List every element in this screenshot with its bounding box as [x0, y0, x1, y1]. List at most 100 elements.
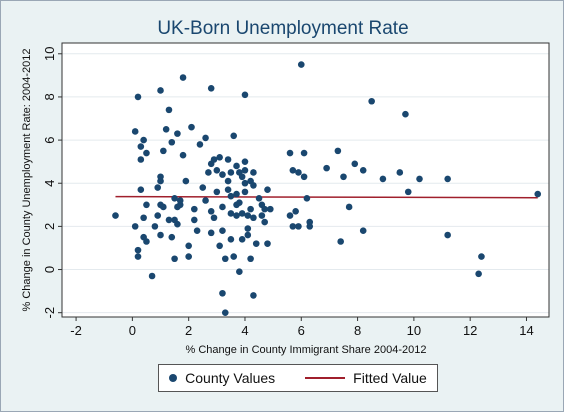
- county-point: [297, 61, 305, 68]
- county-point: [148, 272, 156, 280]
- county-point: [168, 138, 176, 146]
- county-point: [157, 173, 164, 181]
- county-point: [199, 184, 207, 191]
- county-point: [236, 199, 243, 206]
- county-point: [112, 212, 119, 219]
- points-layer: [112, 61, 542, 316]
- county-point: [337, 238, 344, 245]
- county-point: [238, 236, 246, 243]
- county-point: [244, 225, 252, 232]
- county-point: [191, 205, 198, 213]
- county-point: [230, 253, 238, 260]
- county-point: [210, 214, 218, 222]
- county-point: [134, 253, 142, 260]
- x-tick-label: 8: [354, 323, 361, 338]
- county-point: [205, 169, 212, 176]
- county-point: [303, 195, 311, 202]
- county-point: [221, 309, 229, 316]
- county-point: [289, 223, 297, 230]
- county-point: [478, 253, 485, 260]
- county-point: [404, 188, 412, 196]
- legend-label-fitted-value: Fitted Value: [353, 370, 427, 386]
- county-point: [267, 205, 274, 213]
- county-point: [210, 156, 218, 163]
- county-point: [306, 218, 314, 226]
- county-point: [143, 201, 150, 209]
- y-tick-label: 4: [42, 180, 57, 187]
- county-point: [230, 132, 238, 140]
- county-point: [241, 179, 249, 187]
- county-point: [241, 166, 249, 174]
- county-point: [250, 182, 257, 189]
- county-point: [323, 164, 330, 172]
- county-point: [154, 212, 162, 219]
- county-point: [165, 106, 173, 114]
- county-point: [345, 203, 353, 211]
- county-point: [252, 240, 260, 247]
- county-point: [295, 223, 302, 230]
- county-point: [289, 166, 297, 174]
- county-point: [227, 192, 235, 200]
- county-point: [224, 156, 232, 163]
- county-point: [241, 158, 249, 165]
- county-point: [300, 173, 308, 181]
- county-point: [219, 203, 226, 211]
- county-point: [241, 91, 249, 99]
- county-point: [286, 212, 294, 219]
- county-point: [247, 205, 254, 213]
- county-point: [258, 212, 266, 219]
- y-tick-label: 0: [42, 266, 57, 273]
- county-point: [213, 188, 221, 196]
- county-point: [221, 255, 229, 263]
- y-tick-label: -2: [42, 307, 57, 319]
- y-tick-label: 2: [42, 223, 57, 230]
- county-point: [233, 162, 240, 170]
- county-point: [207, 229, 215, 237]
- x-axis-label: % Change in County Immigrant Share 2004-…: [186, 344, 427, 356]
- county-point: [160, 203, 167, 211]
- plot-border: [61, 42, 550, 318]
- county-point: [162, 125, 170, 133]
- county-point: [224, 186, 232, 194]
- county-point: [182, 177, 190, 185]
- county-point: [300, 149, 308, 157]
- county-point: [168, 233, 176, 241]
- county-point: [227, 210, 235, 217]
- county-point: [174, 220, 181, 228]
- legend-marker-dot: [169, 374, 178, 382]
- county-point: [193, 227, 201, 235]
- county-point: [134, 246, 142, 254]
- chart-title: UK-Born Unemployment Rate: [157, 18, 408, 39]
- county-point: [295, 169, 302, 176]
- county-point: [292, 207, 299, 215]
- county-point: [227, 169, 235, 176]
- county-point: [207, 85, 215, 92]
- x-tick-label: 12: [463, 323, 477, 338]
- county-point: [416, 175, 423, 183]
- x-tick-label: 6: [298, 323, 305, 338]
- axes: -2 0 2 4 6 8 10 -2 0 2 4 6 8 10 12 14: [42, 42, 550, 338]
- legend-item-county-values: County Values: [169, 370, 275, 386]
- county-point: [131, 223, 139, 230]
- county-point: [264, 186, 271, 194]
- county-point: [359, 166, 367, 174]
- county-point: [233, 212, 240, 219]
- county-point: [179, 151, 187, 159]
- county-point: [351, 160, 359, 168]
- x-tick-label: -2: [70, 323, 82, 338]
- x-tick-label: 14: [519, 323, 533, 338]
- county-point: [185, 242, 192, 250]
- county-point: [171, 195, 178, 202]
- county-point: [236, 268, 243, 275]
- county-point: [241, 188, 249, 196]
- legend-item-fitted-value: Fitted Value: [305, 370, 427, 386]
- x-tick-label: 10: [407, 323, 421, 338]
- county-point: [207, 207, 215, 215]
- county-point: [202, 134, 209, 142]
- county-point: [134, 93, 142, 101]
- county-point: [174, 130, 181, 137]
- x-tick-label: 0: [129, 323, 136, 338]
- county-point: [176, 197, 184, 204]
- y-axis-label: % Change in County Unemployment Rate: 20…: [21, 49, 33, 312]
- county-point: [179, 74, 187, 81]
